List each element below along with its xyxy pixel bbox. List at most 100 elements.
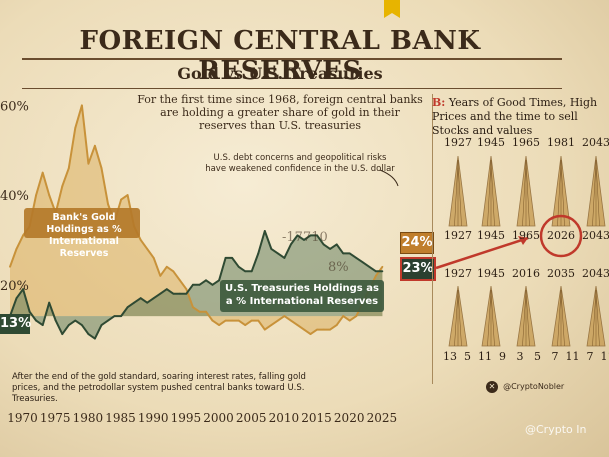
treasury-series-point [361,261,364,264]
cycle-number: 9 [499,350,506,363]
cycle-year-row3: 1927 [444,267,472,280]
debt-note-pointer [379,169,399,187]
cycle-spike-row1-stripe [454,159,459,227]
cycle-year-row3: 2016 [512,267,540,280]
cycle-spike-row2-stripe [457,289,462,347]
gold-series-point [152,257,155,259]
cycle-year-row2: 1945 [477,229,505,242]
y-tick-label: 20% [0,279,29,294]
cycle-year-row1: 1945 [477,136,505,149]
highlight-arrow-head [518,236,528,245]
sidebar-title-letter: B: [432,96,446,109]
cycle-spike-row2-stripe [454,289,459,347]
x-tick-label: 2010 [269,411,300,425]
gold-label-box [24,208,140,238]
x-tick-label: 1980 [73,411,104,425]
gold-series-point [41,171,44,174]
gold-series-point [211,319,214,322]
treasury-series-point [35,319,37,322]
treasury-series-point [270,248,273,250]
treasury-series-point [54,319,57,322]
treasury-series-point [81,324,83,326]
x-tick-label: 2000 [203,411,234,425]
cycle-spike-row1-stripe [490,159,495,227]
cycle-spike-row2-stripe [595,289,600,347]
gold-series-point [139,239,142,241]
gold-series-area [10,105,383,335]
bookmark-ribbon [384,0,400,18]
gold-series-point [35,194,37,197]
gold-series-point [335,324,338,326]
debt-concerns-note: U.S. debt concerns and geopolitical risk… [205,153,395,174]
treasury-series-point [322,243,325,246]
gold-series-point [348,319,351,322]
treasury-series-point [231,257,234,259]
highlight-year-circle [539,214,583,258]
gold-series-point [74,127,77,129]
gold-series-point [81,104,83,107]
treasury-series-point [113,315,116,317]
cycle-number: 3 [516,350,524,363]
treasury-series-point [74,319,77,322]
gold-series-point [375,274,377,277]
cycle-number: 7 [586,350,594,363]
treasury-series-point [139,297,142,300]
cycle-year-row1: 1965 [512,136,540,149]
gold-series-point [237,319,240,322]
y-tick-label: 60% [0,99,29,114]
gold-series-point [61,185,64,188]
gold-series-point [9,265,11,268]
gold-series-point [15,248,18,250]
cycle-spike-row2-stripe [525,289,530,347]
treasury-series-point [335,243,338,246]
cycle-year-row1: 2043 [582,136,609,149]
y-axis: 60% 40% 20% [0,99,29,293]
cycle-number: 13 [443,350,457,363]
cycle-number: 5 [464,350,471,363]
gold-series-point [296,324,299,326]
x-axis: 1970 1975 1980 1985 1990 1995 2000 2005 2010 2015… [7,411,397,425]
x-tick-label: 1975 [40,411,71,425]
treasury-series-point [198,283,201,286]
treasury-series-point [283,257,286,259]
treasury-end-badge: 23% [400,257,436,281]
gold-series-point [120,198,122,201]
treasury-series-point [87,333,90,335]
gold-series-point [48,194,51,197]
gold-series-point [179,279,181,282]
gold-series-point [185,288,188,291]
gold-series-point [283,315,286,317]
cycle-spike-row2-stripe [560,289,565,347]
treasury-series-point [120,315,122,317]
gold-series-point [87,162,90,165]
treasury-series-point [172,292,175,295]
bottom-note: After the end of the gold standard, soar… [12,372,306,404]
treasury-series-point [192,283,194,286]
cycle-year-row3: 1945 [477,267,505,280]
gold-series-point [146,248,149,250]
treasury-series-point [179,292,181,295]
gold-series-point [172,270,175,273]
gold-series-point [159,274,162,277]
gold-series-point [316,328,318,331]
x-tick-label: 1970 [7,411,38,425]
headline-note: For the first time since 1968, foreign c… [137,93,423,132]
gold-series-point [205,310,207,313]
y-tick-label: 40% [0,189,29,204]
cycle-number: 11 [565,350,580,363]
gold-series-point [342,315,345,317]
treasury-label-box [220,280,384,312]
cycle-spike-row1-stripe [525,159,530,227]
gold-series-point [218,324,221,326]
gold-series-point [192,306,194,309]
gold-series-point [263,328,266,331]
cycle-spike-row2-stripe [487,289,492,347]
gold-series-point [250,319,253,322]
gold-series-label: Bank's Gold Holdings as % International … [46,212,122,259]
gold-series-point [381,265,384,268]
gold-series-point [67,167,70,170]
treasury-series-point [107,319,109,322]
gold-end-badge: 24% [400,232,434,254]
gold-series-point [329,328,331,331]
treasury-series-label: U.S. Treasuries Holdings as a % Internat… [222,282,382,308]
